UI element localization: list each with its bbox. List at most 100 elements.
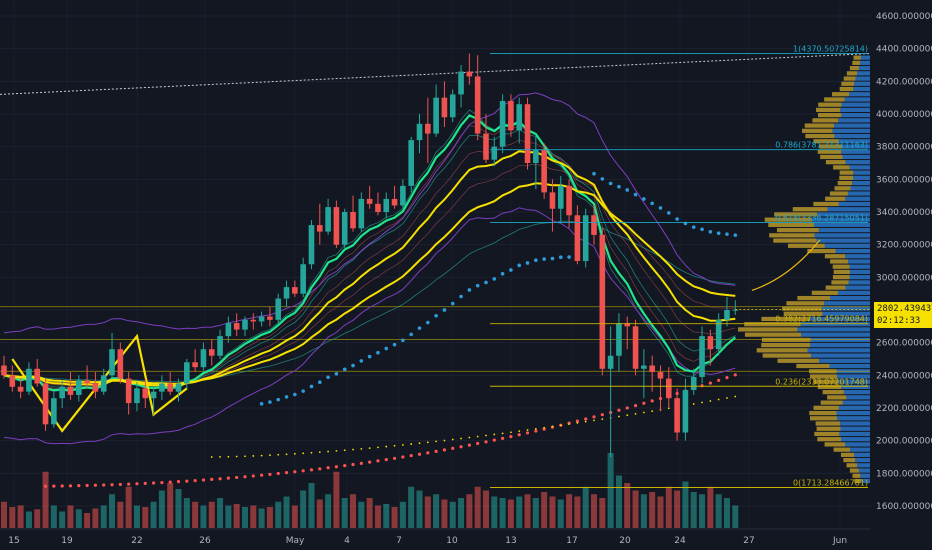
candle-body <box>666 379 672 399</box>
profile-row-blue <box>853 176 870 180</box>
fib-label: 0.786(3781.71311163) <box>775 141 868 150</box>
profile-row-blue <box>859 66 870 70</box>
profile-row-blue <box>797 327 870 331</box>
volume-bar <box>225 506 231 529</box>
sar-dot-red <box>252 474 255 477</box>
candle-body <box>226 323 232 336</box>
dot-yellow <box>543 427 545 429</box>
dot-yellow <box>427 441 429 443</box>
volume-bar <box>134 506 140 529</box>
volume-bar <box>533 498 539 528</box>
sar-dot-blue <box>268 400 272 404</box>
candle-body <box>658 372 664 379</box>
dot-yellow <box>435 440 437 442</box>
candle-body <box>683 390 689 432</box>
profile-row-blue <box>841 150 870 154</box>
sar-dot-blue <box>376 351 380 355</box>
candle-body <box>649 366 655 373</box>
dot-yellow <box>252 455 254 457</box>
dot-yellow <box>227 456 229 458</box>
candle-body <box>508 101 514 130</box>
candle-body <box>350 212 356 228</box>
profile-row-blue <box>837 416 870 420</box>
candle-body <box>292 287 298 294</box>
sar-dot-red <box>268 473 271 476</box>
candle-body <box>134 388 140 403</box>
time-tick-label: 13 <box>505 536 516 546</box>
dot-yellow <box>444 440 446 442</box>
profile-row-blue <box>836 249 870 253</box>
candle-body <box>209 349 215 356</box>
volume-bar <box>250 506 256 529</box>
volume-bar <box>383 504 389 528</box>
profile-row-blue <box>810 343 870 347</box>
candle-body <box>616 323 622 356</box>
candle-body <box>525 104 531 163</box>
profile-row-blue <box>824 301 870 305</box>
profile-row-gold <box>847 71 857 75</box>
profile-row-gold <box>777 359 819 363</box>
sar-dot-red <box>177 480 180 483</box>
candle-body <box>699 336 705 377</box>
sar-dot-blue <box>725 232 729 236</box>
dot-yellow <box>485 435 487 437</box>
volume-bar <box>101 506 107 529</box>
dot-yellow <box>277 454 279 456</box>
candle-body <box>167 384 173 392</box>
sar-dot-blue <box>393 343 397 347</box>
sar-dot-red <box>86 484 89 487</box>
dot-yellow <box>726 397 728 399</box>
time-tick-label: 19 <box>61 536 73 546</box>
volume-bar <box>325 494 331 528</box>
volume-bar <box>43 472 49 528</box>
candle-body <box>309 225 315 264</box>
candle-body <box>251 320 257 322</box>
dot-yellow <box>635 413 637 415</box>
profile-row-blue <box>850 186 870 190</box>
sar-dot-red <box>468 444 471 447</box>
price-tick-label: 4400.00000000 <box>876 45 932 55</box>
profile-row-gold <box>738 327 797 331</box>
sar-dot-red <box>144 482 147 485</box>
volume-bar <box>317 500 323 529</box>
fib-label: 0.236(2333.07201748) <box>775 377 868 386</box>
sar-dot-red <box>44 485 47 488</box>
sar-dot-red <box>385 458 388 461</box>
bar-countdown: 02:12:33 <box>877 315 932 327</box>
profile-row-blue <box>853 87 870 91</box>
price-tick-label: 4600.00000000 <box>876 12 932 22</box>
sar-dot-red <box>260 474 263 477</box>
profile-row-gold <box>825 254 845 258</box>
sar-dot-red <box>717 379 720 382</box>
dot-yellow <box>552 426 554 428</box>
candle-body <box>674 398 680 432</box>
price-tick-label: 1600.00000000 <box>876 502 932 512</box>
time-tick-label: 17 <box>566 536 577 546</box>
sar-dot-blue <box>301 389 305 393</box>
candle-body <box>558 186 564 209</box>
profile-row-gold <box>841 453 854 457</box>
dot-yellow <box>734 396 736 398</box>
candle-body <box>192 362 198 367</box>
sar-dot-red <box>518 433 521 436</box>
candle-body <box>467 72 473 77</box>
dot-yellow <box>385 446 387 448</box>
sar-dot-red <box>335 465 338 468</box>
sar-dot-red <box>418 453 421 456</box>
dot-yellow <box>477 436 479 438</box>
profile-row-gold <box>802 129 833 133</box>
sar-dot-blue <box>285 395 289 399</box>
volume-bar <box>9 507 15 528</box>
profile-row-blue <box>845 442 870 446</box>
profile-row-blue <box>819 359 870 363</box>
profile-row-blue <box>814 223 870 227</box>
profile-row-gold <box>763 353 811 357</box>
volume-bar <box>466 494 472 528</box>
profile-row-gold <box>768 223 814 227</box>
profile-row-gold <box>817 437 841 441</box>
sar-dot-red <box>351 463 354 466</box>
sar-dot-blue <box>335 372 339 376</box>
profile-row-blue <box>815 233 870 237</box>
profile-row-blue <box>852 181 870 185</box>
